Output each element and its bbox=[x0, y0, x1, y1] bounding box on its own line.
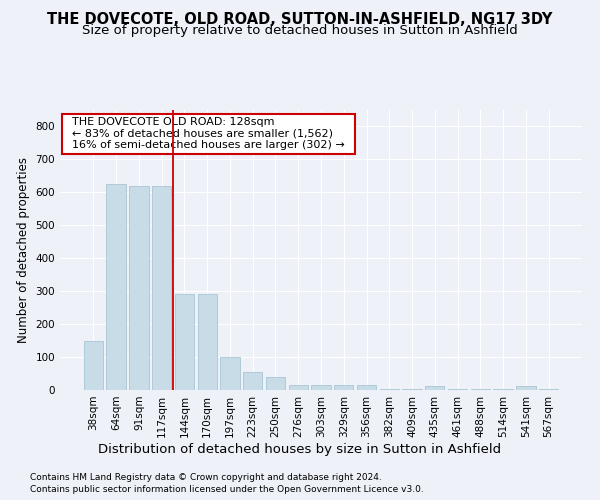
Bar bbox=[311, 384, 331, 390]
Text: Size of property relative to detached houses in Sutton in Ashfield: Size of property relative to detached ho… bbox=[82, 24, 518, 37]
Text: Contains public sector information licensed under the Open Government Licence v3: Contains public sector information licen… bbox=[30, 485, 424, 494]
Bar bbox=[357, 385, 376, 390]
Bar bbox=[197, 294, 217, 390]
Text: THE DOVECOTE OLD ROAD: 128sqm  
  ← 83% of detached houses are smaller (1,562)  : THE DOVECOTE OLD ROAD: 128sqm ← 83% of d… bbox=[65, 117, 352, 150]
Bar bbox=[84, 341, 103, 390]
Bar bbox=[266, 378, 285, 390]
Bar bbox=[129, 186, 149, 390]
Bar bbox=[152, 186, 172, 390]
Bar bbox=[175, 294, 194, 390]
Bar bbox=[106, 184, 126, 390]
Bar bbox=[425, 386, 445, 390]
Text: THE DOVECOTE, OLD ROAD, SUTTON-IN-ASHFIELD, NG17 3DY: THE DOVECOTE, OLD ROAD, SUTTON-IN-ASHFIE… bbox=[47, 12, 553, 28]
Text: Distribution of detached houses by size in Sutton in Ashfield: Distribution of detached houses by size … bbox=[98, 442, 502, 456]
Bar bbox=[516, 386, 536, 390]
Text: Contains HM Land Registry data © Crown copyright and database right 2024.: Contains HM Land Registry data © Crown c… bbox=[30, 472, 382, 482]
Bar bbox=[289, 384, 308, 390]
Y-axis label: Number of detached properties: Number of detached properties bbox=[17, 157, 30, 343]
Bar bbox=[243, 372, 262, 390]
Bar bbox=[334, 385, 353, 390]
Bar bbox=[220, 357, 239, 390]
